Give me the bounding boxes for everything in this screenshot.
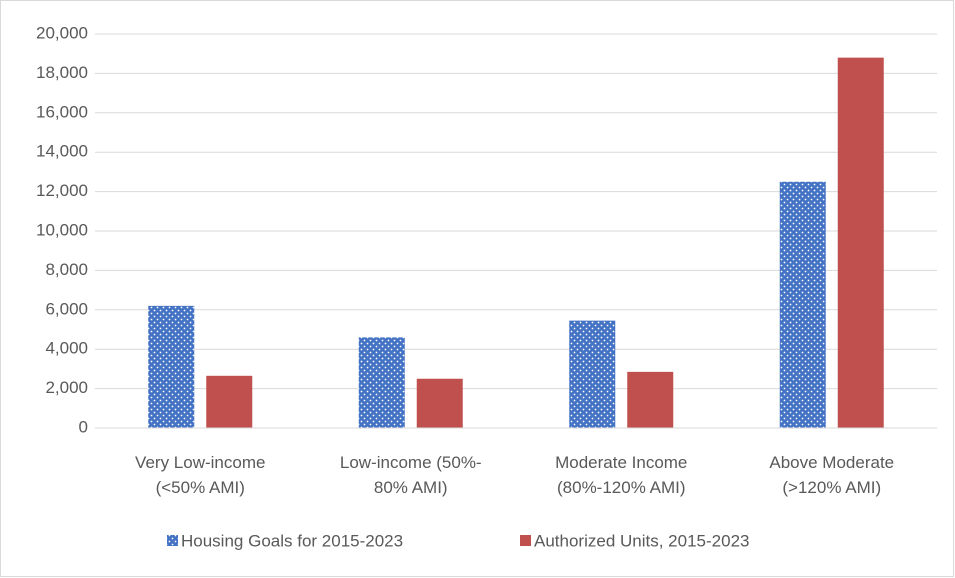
legend-label: Housing Goals for 2015-2023	[181, 531, 403, 550]
y-tick-label: 4,000	[45, 339, 88, 358]
y-tick-label: 20,000	[36, 23, 88, 42]
bar	[206, 375, 253, 428]
bar	[837, 57, 884, 428]
y-tick-label: 14,000	[36, 142, 88, 161]
x-tick-label: Above Moderate (>120% AMI)	[769, 453, 895, 497]
bar	[779, 181, 826, 428]
legend-swatch	[520, 535, 531, 546]
y-tick-label: 2,000	[45, 378, 88, 397]
x-tick-label: Very Low-income (<50% AMI)	[135, 453, 266, 497]
x-tick-label: Moderate Income (80%-120% AMI)	[555, 453, 688, 497]
y-tick-label: 6,000	[45, 299, 88, 318]
y-tick-label: 16,000	[36, 102, 88, 121]
y-tick-label: 12,000	[36, 181, 88, 200]
legend-label: Authorized Units, 2015-2023	[534, 531, 749, 550]
x-tick-label: Low-income (50%- 80% AMI)	[339, 453, 482, 497]
bar	[627, 371, 674, 428]
bar	[569, 320, 616, 428]
y-tick-label: 0	[79, 417, 88, 436]
y-tick-label: 18,000	[36, 63, 88, 82]
y-tick-label: 10,000	[36, 220, 88, 239]
bar	[416, 378, 463, 428]
legend-swatch	[167, 535, 178, 546]
y-tick-label: 8,000	[45, 260, 88, 279]
bar	[358, 337, 405, 428]
bar	[148, 305, 195, 428]
